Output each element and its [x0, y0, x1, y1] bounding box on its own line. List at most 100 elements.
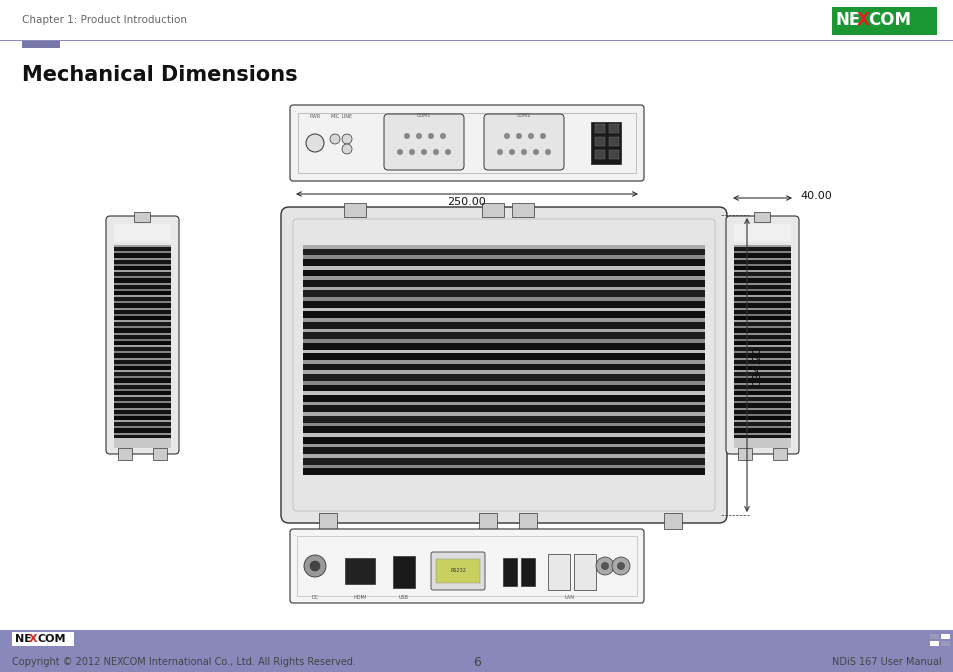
Bar	[318, 513, 336, 529]
Bar	[608, 150, 618, 159]
Bar	[303, 255, 704, 259]
Bar	[113, 282, 171, 284]
Bar	[753, 212, 769, 222]
Circle shape	[444, 149, 451, 155]
Bar	[113, 426, 171, 428]
Bar	[303, 448, 704, 454]
Bar	[733, 316, 790, 320]
Text: COM2: COM2	[517, 113, 531, 118]
Bar	[303, 464, 704, 468]
Bar	[113, 395, 171, 397]
Bar	[303, 391, 704, 395]
Bar	[940, 641, 949, 646]
Circle shape	[503, 133, 510, 139]
Bar	[595, 150, 604, 159]
Bar	[303, 413, 704, 416]
Bar	[733, 270, 790, 272]
Bar	[113, 291, 171, 295]
Circle shape	[409, 149, 415, 155]
Bar	[733, 263, 790, 265]
Text: X: X	[29, 634, 37, 644]
Bar	[303, 437, 704, 444]
Bar	[303, 269, 704, 276]
Bar	[733, 364, 790, 366]
Bar	[152, 448, 167, 460]
Text: LAN: LAN	[564, 595, 575, 600]
Bar	[772, 448, 786, 460]
Bar	[733, 409, 790, 414]
Bar	[113, 341, 171, 345]
Bar	[113, 372, 171, 376]
Bar	[733, 295, 790, 297]
Bar	[113, 333, 171, 335]
Circle shape	[310, 561, 319, 571]
Bar	[733, 291, 790, 295]
Bar	[118, 448, 132, 460]
Circle shape	[539, 133, 545, 139]
Bar	[733, 397, 790, 401]
Circle shape	[439, 133, 446, 139]
Bar	[113, 438, 171, 448]
Text: Mechanical Dimensions: Mechanical Dimensions	[22, 65, 297, 85]
Bar	[733, 414, 790, 416]
Bar	[113, 284, 171, 289]
Bar	[303, 245, 704, 249]
Bar	[733, 276, 790, 278]
Bar	[113, 435, 171, 439]
Bar	[22, 41, 60, 48]
Bar	[113, 378, 171, 382]
Bar	[733, 438, 790, 448]
Bar	[733, 341, 790, 345]
Bar	[113, 407, 171, 409]
Bar	[393, 556, 415, 588]
Bar	[733, 320, 790, 322]
Bar	[303, 343, 704, 349]
Bar	[113, 295, 171, 297]
Bar	[303, 276, 704, 280]
FancyBboxPatch shape	[384, 114, 463, 170]
Bar	[113, 301, 171, 303]
Text: NE: NE	[15, 634, 31, 644]
Bar	[436, 559, 479, 583]
Text: RS232: RS232	[450, 567, 465, 573]
Bar	[113, 376, 171, 378]
Circle shape	[520, 149, 526, 155]
Bar	[733, 335, 790, 339]
Bar	[113, 358, 171, 360]
Bar	[663, 513, 681, 529]
Bar	[733, 257, 790, 259]
Bar	[733, 345, 790, 347]
Bar	[113, 382, 171, 384]
Bar	[113, 335, 171, 339]
Text: Chapter 1: Product Introduction: Chapter 1: Product Introduction	[22, 15, 187, 25]
Circle shape	[612, 557, 629, 575]
FancyBboxPatch shape	[290, 105, 643, 181]
Bar	[608, 124, 618, 133]
Text: USB: USB	[398, 595, 409, 600]
Bar	[733, 347, 790, 351]
Bar	[113, 366, 171, 370]
Bar	[113, 322, 171, 326]
Bar	[303, 249, 704, 255]
Bar	[303, 318, 704, 322]
Bar	[113, 265, 171, 270]
Bar	[113, 278, 171, 282]
Bar	[303, 266, 704, 269]
Text: MIC: MIC	[330, 114, 339, 119]
Bar	[113, 257, 171, 259]
Circle shape	[516, 133, 521, 139]
Bar	[733, 378, 790, 382]
Bar	[929, 641, 938, 646]
Bar	[303, 374, 704, 381]
Bar	[733, 388, 790, 390]
Text: 6: 6	[473, 655, 480, 669]
Bar	[733, 308, 790, 310]
Text: NE: NE	[835, 11, 860, 29]
Circle shape	[433, 149, 438, 155]
Bar	[113, 303, 171, 308]
Bar	[733, 310, 790, 314]
Bar	[113, 326, 171, 328]
Bar	[303, 395, 704, 402]
Bar	[113, 276, 171, 278]
Bar	[303, 329, 704, 332]
